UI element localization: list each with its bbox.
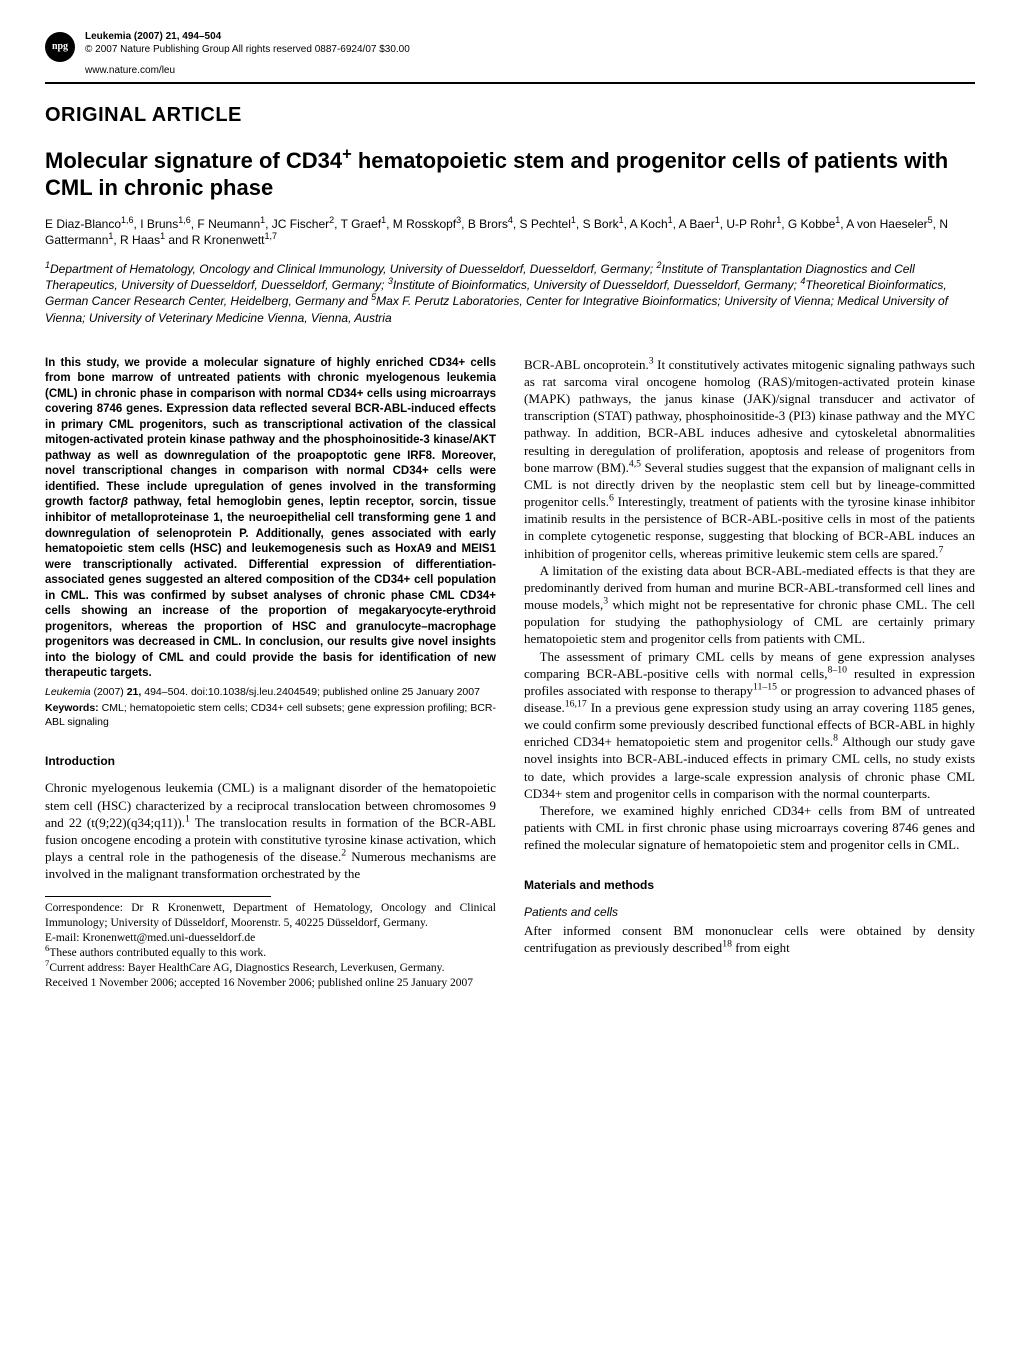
article-type: ORIGINAL ARTICLE	[45, 102, 975, 129]
header-rule	[45, 82, 975, 84]
article-title: Molecular signature of CD34+ hematopoiet…	[45, 147, 975, 202]
correspondence-block: Correspondence: Dr R Kronenwett, Departm…	[45, 901, 496, 991]
introduction-right-text: BCR-ABL oncoprotein.3 It constitutively …	[524, 356, 975, 854]
methods-para: After informed consent BM mononuclear ce…	[524, 922, 975, 956]
abstract-block: In this study, we provide a molecular si…	[45, 356, 496, 729]
methods-subheading: Patients and cells	[524, 904, 975, 920]
publisher-logo: npg	[45, 32, 75, 62]
affiliation-list: 1Department of Hematology, Oncology and …	[45, 261, 975, 326]
author-list: E Diaz-Blanco1,6, I Bruns1,6, F Neumann1…	[45, 216, 975, 250]
intro-para-r2: A limitation of the existing data about …	[524, 562, 975, 648]
journal-url: www.nature.com/leu	[85, 64, 975, 78]
methods-text: After informed consent BM mononuclear ce…	[524, 922, 975, 956]
copyright-line: © 2007 Nature Publishing Group All right…	[85, 43, 410, 56]
intro-para-r4: Therefore, we examined highly enriched C…	[524, 802, 975, 853]
abstract-citation: Leukemia (2007) 21, 494–504. doi:10.1038…	[45, 685, 496, 699]
keywords-line: Keywords: CML; hematopoietic stem cells;…	[45, 701, 496, 729]
abstract-text: In this study, we provide a molecular si…	[45, 357, 496, 679]
right-column: BCR-ABL oncoprotein.3 It constitutively …	[524, 356, 975, 991]
journal-header: npg Leukemia (2007) 21, 494–504 © 2007 N…	[45, 30, 975, 62]
journal-meta: Leukemia (2007) 21, 494–504 © 2007 Natur…	[85, 30, 410, 56]
introduction-heading: Introduction	[45, 753, 496, 769]
intro-para-r3: The assessment of primary CML cells by m…	[524, 648, 975, 802]
introduction-left-text: Chronic myelogenous leukemia (CML) is a …	[45, 779, 496, 882]
journal-citation-line: Leukemia (2007) 21, 494–504	[85, 30, 410, 43]
methods-heading: Materials and methods	[524, 877, 975, 893]
intro-para-r1: BCR-ABL oncoprotein.3 It constitutively …	[524, 356, 975, 562]
left-column: In this study, we provide a molecular si…	[45, 356, 496, 991]
correspondence-rule	[45, 896, 271, 897]
two-column-layout: In this study, we provide a molecular si…	[45, 356, 975, 991]
intro-para-left: Chronic myelogenous leukemia (CML) is a …	[45, 779, 496, 882]
